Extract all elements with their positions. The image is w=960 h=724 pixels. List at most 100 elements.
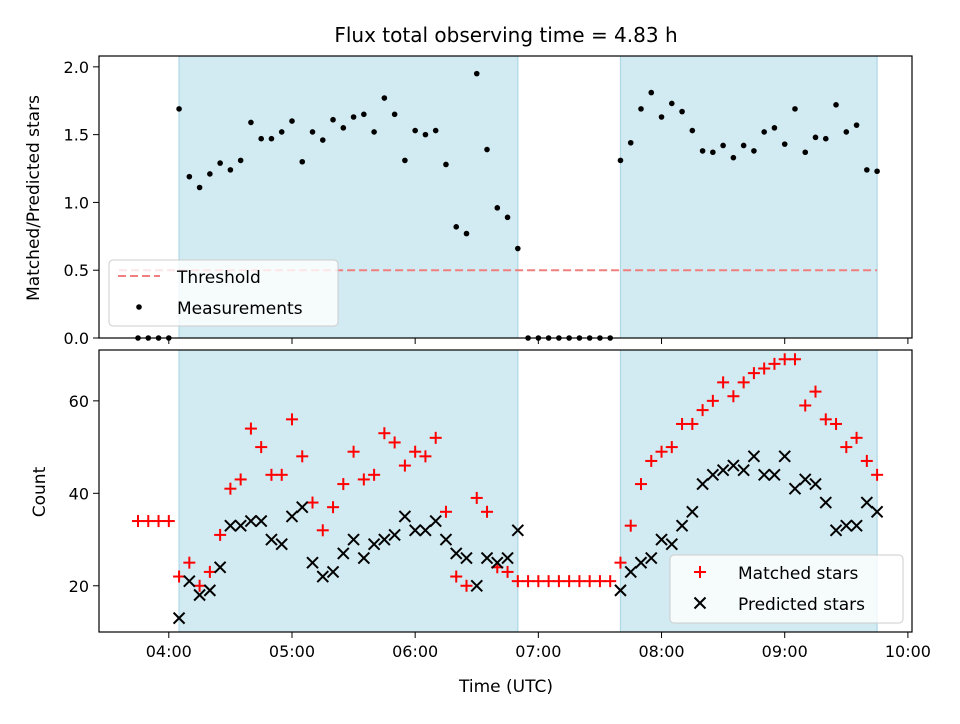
predicted-star-point [306,556,319,569]
matched-star-point [747,367,760,380]
bottom-legend: Matched stars Predicted stars [669,554,904,624]
matched-star-point [737,376,750,389]
predicted-star-point [203,584,217,597]
predicted-star-point [675,519,689,532]
predicted-star-point [470,579,483,592]
predicted-star-b [203,584,217,597]
predicted-star-b [337,547,350,560]
top-axes: 0.0 0.5 1.0 1.5 2.0 [64,55,913,348]
x-tick-label: 07:00 [515,642,561,661]
predicted-star-point [819,496,832,509]
legend-box [108,259,339,327]
predicted-star-b [429,514,442,528]
predicted-star-b [347,533,360,546]
matched-star-point [162,515,175,528]
predicted-star-point [408,524,422,537]
predicted-star-point [367,537,381,551]
matched-star-point [316,524,329,537]
predicted-star-b [254,514,268,528]
matched-star-point [645,454,658,467]
matched-star-point [501,565,514,578]
matched-star-point [470,491,483,504]
predicted-star-point [347,533,360,546]
measurement-point [432,127,439,134]
measurement-point [381,95,388,101]
predicted-star-point [645,551,658,565]
matched-star-point [819,413,832,426]
matched-star-point [152,515,165,528]
matched-star-point [522,575,535,588]
y-tick-label: 2.0 [64,58,89,77]
measurement-point [361,111,367,118]
predicted-star-b [378,533,391,546]
predicted-star-b [809,477,822,491]
predicted-star-point [788,482,802,495]
predicted-star-b [296,500,309,514]
top-y-axis-label: Matched/Predicted stars [24,95,44,301]
matched-star-point [635,478,647,491]
matched-star-point [388,436,401,449]
measurement-point [617,157,624,164]
matched-star-point [583,575,596,588]
predicted-star-point [316,570,329,583]
y-tick-label: 0.0 [64,329,89,348]
predicted-star-point [491,556,504,569]
measurement-point [196,184,203,191]
predicted-star-point [696,477,709,491]
predicted-star-b [768,468,781,482]
matched-star-point [450,570,463,583]
top-legend: Threshold Measurements [108,259,339,327]
predicted-star-point [624,565,637,579]
x-tick-label: 10:00 [885,642,931,661]
matched-star-point [173,570,186,583]
predicted-star-point [388,528,401,542]
measurement-point [710,149,716,156]
matched-star-point [132,515,145,528]
measurement-point [864,167,870,173]
measurement-point [422,131,429,138]
matched-star-point [511,575,524,588]
matched-star-point [768,357,781,370]
predicted-star-b [614,584,627,597]
matched-star-point [203,565,216,578]
predicted-star-point [213,561,227,574]
predicted-star-b [511,524,525,537]
matched-star-point [706,394,719,407]
measurement-point [781,141,788,147]
matched-star-point [676,417,689,430]
predicted-star-point [183,574,196,588]
predicted-star-b [819,496,832,509]
predicted-star-point [244,514,258,528]
predicted-star-point [768,468,781,482]
matched-star-point [214,528,227,541]
matched-star-point [142,515,155,528]
predicted-star-b [665,537,679,551]
predicted-star-point [450,547,463,560]
matched-star-point [439,505,452,518]
measurement-point [699,148,706,154]
measurement-point [689,127,696,134]
matched-star-point [255,441,268,454]
x-tick-label: 09:00 [762,642,808,661]
matched-star-point [696,404,709,417]
matched-star-point [296,450,309,463]
measurement-point [668,100,675,107]
matched-star-point [830,417,843,430]
measurement-point [822,135,829,142]
predicted-star-point [716,463,730,477]
predicted-star-point [501,551,514,565]
matched-star-point [860,454,873,467]
bottom-y-axis-label: Count [30,466,50,517]
predicted-star-b [799,473,812,486]
predicted-star-b [275,537,288,551]
matched-star-point [419,450,432,463]
axes-frame [98,55,913,339]
shaded-span [620,56,878,338]
predicted-star-b [408,524,422,537]
matched-star-point [327,501,340,514]
measurement-point [473,70,480,77]
measurement-point [227,167,234,173]
predicted-star-point [296,500,309,514]
predicted-star-point [429,514,442,528]
predicted-star-b [686,505,699,519]
